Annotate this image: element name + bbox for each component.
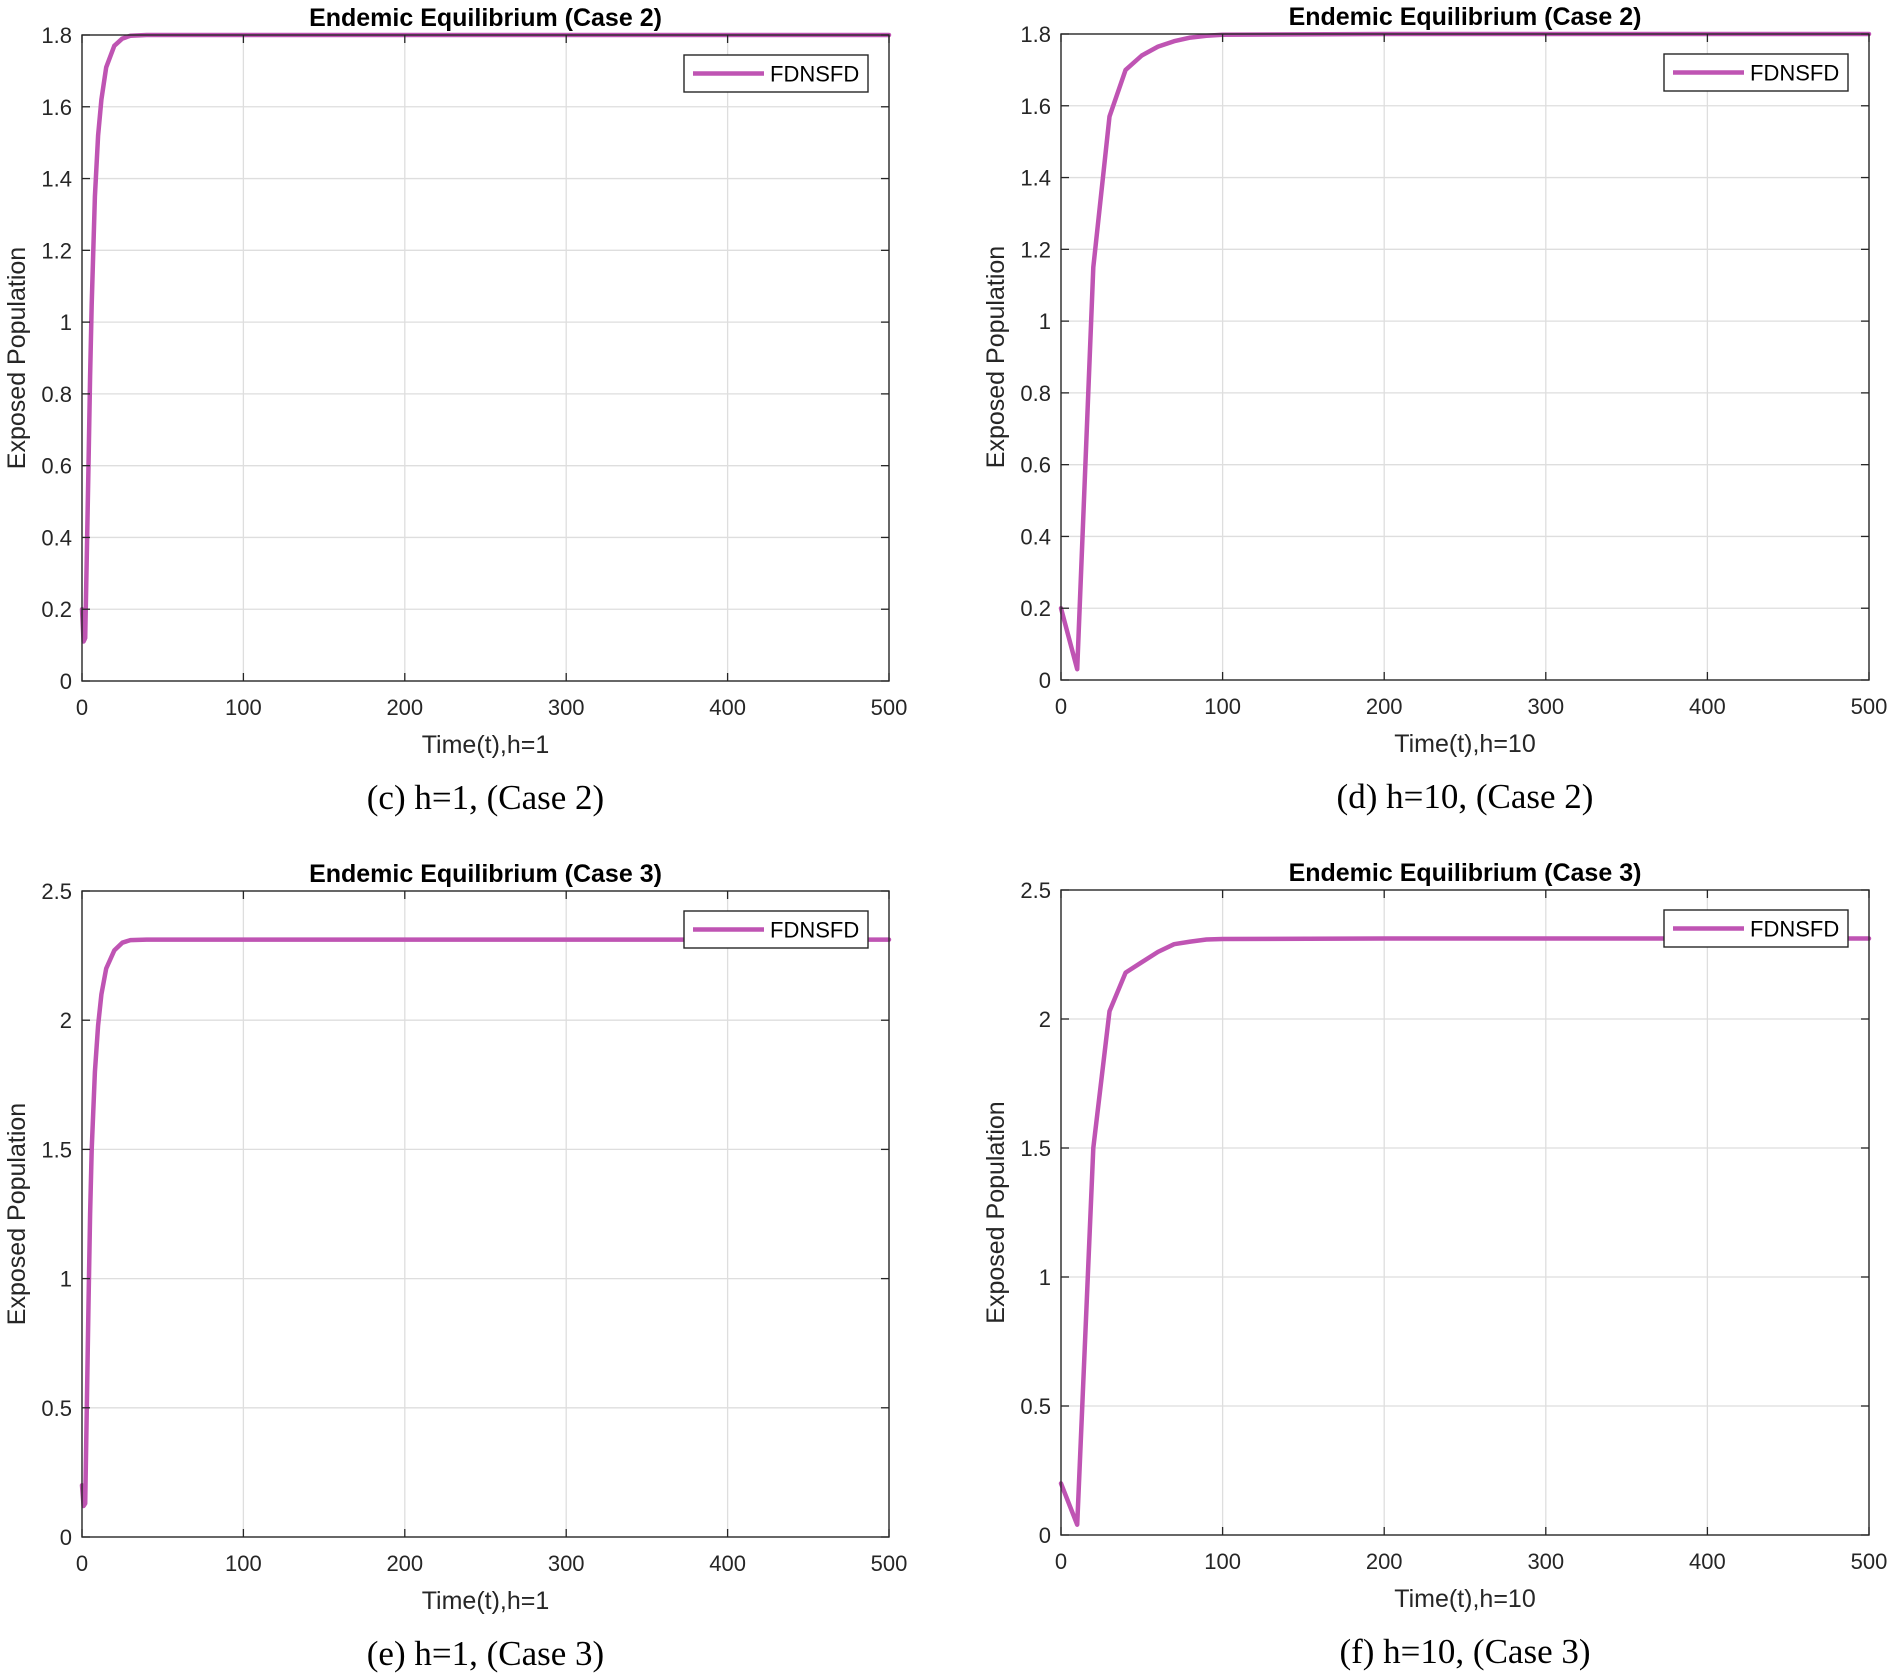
figure-caption: (e) h=1, (Case 3) (367, 1634, 604, 1673)
legend-label: FDNSFD (1750, 917, 1839, 942)
x-tick-label: 200 (386, 695, 423, 720)
y-tick-label: 0.4 (41, 525, 72, 550)
x-axis-label: Time(t),h=1 (422, 731, 550, 759)
y-tick-label: 0 (1039, 1523, 1051, 1548)
y-tick-label: 0.2 (41, 597, 72, 622)
y-axis-label: Exposed Population (3, 1103, 31, 1325)
legend-label: FDNSFD (1750, 61, 1839, 86)
y-tick-label: 1.2 (1020, 237, 1051, 262)
y-tick-label: 1 (60, 1267, 72, 1292)
chart-panel-f: 0 100 200 300 400 500 0 0.5 1 1.5 2 2.5 Endemic Equi… (982, 859, 1887, 1671)
y-tick-label: 1 (1039, 1265, 1051, 1290)
x-tick-label: 0 (1055, 694, 1067, 719)
x-tick-label: 200 (1366, 1549, 1403, 1574)
series-line-fdnsfd (79, 937, 892, 1509)
x-tick-label: 200 (386, 1551, 423, 1576)
y-tick-label: 0.5 (1020, 1394, 1051, 1419)
y-tick-label: 0 (1039, 668, 1051, 693)
x-tick-label: 100 (225, 695, 262, 720)
x-tick-label: 500 (871, 1551, 908, 1576)
chart-panel-e: 0 100 200 300 400 500 0 0.5 1 1.5 2 2.5 Endemic Equi… (3, 860, 907, 1673)
x-tick-label: 100 (1204, 1549, 1241, 1574)
series-line-fdnsfd (1058, 936, 1872, 1527)
y-tick-label: 1.4 (41, 167, 72, 192)
x-tick-label: 300 (1527, 694, 1564, 719)
x-axis-label: Time(t),h=10 (1394, 1585, 1535, 1613)
x-tick-label: 100 (1204, 694, 1241, 719)
y-tick-label: 2.5 (1020, 878, 1051, 903)
plot-area (82, 35, 889, 681)
x-tick-label: 400 (1689, 1549, 1726, 1574)
plot-area (82, 891, 889, 1537)
axes-frame (81, 890, 890, 1538)
chart-panel-c: 0 100 200 300 400 500 0 0.2 0.4 0.6 0.8 1 1.2 1.4 1.6 1… (3, 4, 907, 817)
x-axis-label: Time(t),h=1 (422, 1587, 550, 1615)
legend: FDNSFD (683, 54, 869, 93)
y-tick-label: 1.8 (41, 23, 72, 48)
legend-label: FDNSFD (770, 62, 859, 87)
y-tick-label: 2 (1039, 1007, 1051, 1032)
y-tick-label: 2 (60, 1008, 72, 1033)
x-tick-label: 400 (1689, 694, 1726, 719)
axes-frame (1060, 33, 1870, 681)
x-tick-label: 0 (1055, 1549, 1067, 1574)
x-tick-label: 0 (76, 1551, 88, 1576)
axes-frame (1060, 889, 1870, 1536)
x-tick-label: 300 (548, 695, 585, 720)
figure-caption: (c) h=1, (Case 2) (367, 778, 604, 817)
x-tick-label: 400 (709, 1551, 746, 1576)
y-tick-label: 1.8 (1020, 22, 1051, 47)
plot-area (1061, 34, 1869, 680)
figure-caption: (f) h=10, (Case 3) (1339, 1632, 1590, 1671)
axes-frame (81, 34, 890, 682)
legend: FDNSFD (1663, 909, 1849, 948)
x-tick-label: 200 (1366, 694, 1403, 719)
y-tick-label: 1 (60, 310, 72, 335)
y-tick-label: 0.5 (41, 1396, 72, 1421)
y-tick-label: 0 (60, 1525, 72, 1550)
x-tick-label: 300 (548, 1551, 585, 1576)
legend: FDNSFD (683, 910, 869, 949)
y-tick-label: 1.2 (41, 238, 72, 263)
y-axis-label: Exposed Population (982, 1101, 1010, 1323)
legend: FDNSFD (1663, 53, 1849, 92)
x-tick-label: 500 (1851, 694, 1888, 719)
y-tick-label: 1.5 (41, 1137, 72, 1162)
y-tick-label: 0.4 (1020, 524, 1051, 549)
x-tick-label: 500 (871, 695, 908, 720)
y-tick-label: 1.6 (41, 95, 72, 120)
legend-label: FDNSFD (770, 918, 859, 943)
chart-title: Endemic Equilibrium (Case 2) (1289, 3, 1642, 31)
x-tick-label: 300 (1527, 1549, 1564, 1574)
y-tick-label: 2.5 (41, 879, 72, 904)
figure-caption: (d) h=10, (Case 2) (1337, 777, 1594, 816)
chart-title: Endemic Equilibrium (Case 2) (309, 4, 662, 32)
x-tick-label: 400 (709, 695, 746, 720)
x-tick-label: 100 (225, 1551, 262, 1576)
plot-area (1061, 890, 1869, 1535)
y-tick-label: 0.2 (1020, 596, 1051, 621)
x-axis-label: Time(t),h=10 (1394, 730, 1535, 758)
x-tick-label: 500 (1851, 1549, 1888, 1574)
chart-panel-d: 0 100 200 300 400 500 0 0.2 0.4 0.6 0.8 1 1.2 1.4 1.6 1… (982, 3, 1887, 816)
chart-title: Endemic Equilibrium (Case 3) (309, 860, 662, 888)
y-axis-label: Exposed Population (982, 246, 1010, 468)
y-tick-label: 1.6 (1020, 94, 1051, 119)
y-tick-label: 0.8 (1020, 381, 1051, 406)
y-axis-label: Exposed Population (3, 247, 31, 469)
y-tick-label: 1.5 (1020, 1136, 1051, 1161)
y-tick-label: 0.8 (41, 382, 72, 407)
legend-box (683, 910, 869, 949)
y-tick-label: 1.4 (1020, 166, 1051, 191)
chart-title: Endemic Equilibrium (Case 3) (1289, 859, 1642, 887)
x-tick-label: 0 (76, 695, 88, 720)
y-tick-label: 1 (1039, 309, 1051, 334)
y-tick-label: 0.6 (1020, 453, 1051, 478)
y-tick-label: 0.6 (41, 454, 72, 479)
y-tick-label: 0 (60, 669, 72, 694)
